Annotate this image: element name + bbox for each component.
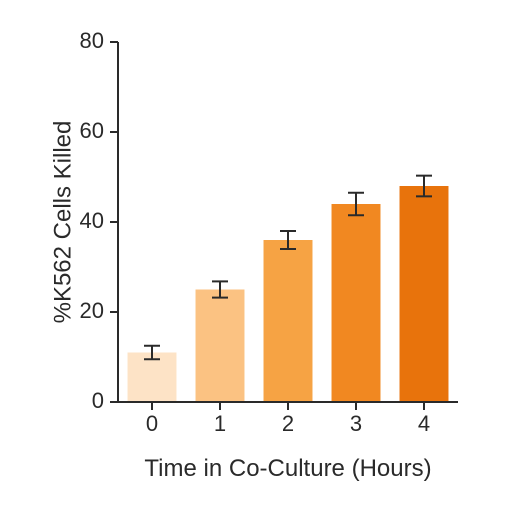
x-tick-label: 4: [418, 411, 430, 436]
x-tick-label: 2: [282, 411, 294, 436]
bar: [332, 204, 381, 402]
y-tick-label: 60: [80, 118, 104, 143]
x-tick-label: 0: [146, 411, 158, 436]
bar: [264, 240, 313, 402]
bar-chart: 0 20 40 60 80 0 1 2 3 4 %K562 Cells Killed Time in …: [0, 0, 520, 519]
x-tick-label: 1: [214, 411, 226, 436]
y-axis-label: %K562 Cells Killed: [49, 121, 76, 324]
bar: [196, 290, 245, 403]
x-tick-label: 3: [350, 411, 362, 436]
y-tick-label: 80: [80, 28, 104, 53]
chart-svg: 0 20 40 60 80 0 1 2 3 4 %K562 Cells Killed Time in …: [0, 0, 520, 519]
y-tick-label: 0: [92, 388, 104, 413]
y-tick-label: 40: [80, 208, 104, 233]
bar: [400, 186, 449, 402]
x-axis-label: Time in Co-Culture (Hours): [144, 455, 431, 482]
y-tick-label: 20: [80, 298, 104, 323]
